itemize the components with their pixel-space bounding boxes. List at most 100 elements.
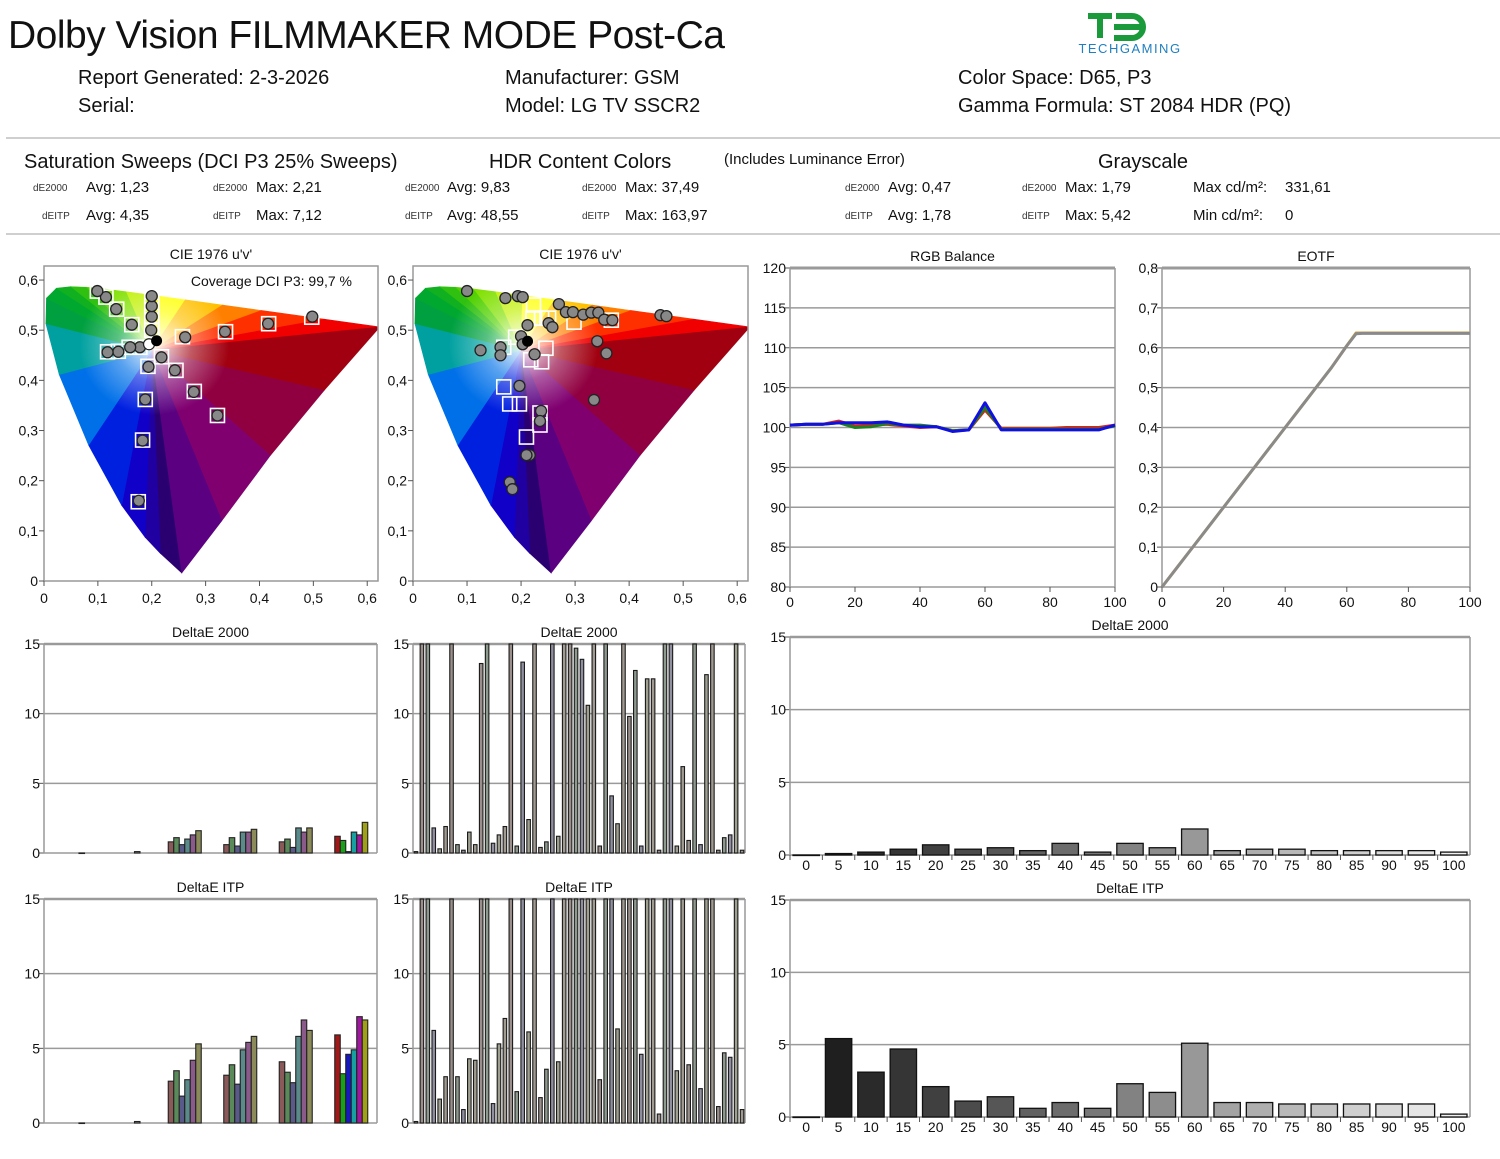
bar xyxy=(727,1056,733,1124)
bar xyxy=(245,831,252,854)
x-tick-label: 70 xyxy=(1252,1119,1268,1135)
measured-point xyxy=(168,364,182,377)
bar xyxy=(223,1074,230,1124)
bar xyxy=(461,849,466,854)
y-tick-label: 0,1 xyxy=(1139,539,1159,555)
measured-point xyxy=(499,291,512,305)
bar xyxy=(954,1100,982,1118)
bar xyxy=(1019,1107,1047,1118)
bar xyxy=(167,1080,175,1124)
chart-4-bar: DeltaE 2000 0 5 10 15 xyxy=(24,624,378,861)
hdr-ditp-max: Max: 163,97 xyxy=(625,207,708,224)
x-tick-label: 10 xyxy=(863,1119,879,1135)
bar xyxy=(178,1095,186,1124)
bar xyxy=(627,898,632,1124)
bar xyxy=(656,849,662,854)
y-tick-label: 0,2 xyxy=(1139,499,1159,515)
x-tick-label: 50 xyxy=(1122,857,1138,873)
y-tick-label: 0,3 xyxy=(1139,459,1159,475)
measured-point xyxy=(99,290,113,304)
bar xyxy=(419,643,425,854)
bar xyxy=(239,831,247,854)
x-tick-label: 0 xyxy=(802,1119,810,1135)
measured-point xyxy=(591,335,604,348)
bar xyxy=(704,674,709,854)
x-tick-label: 0 xyxy=(786,594,794,610)
bar xyxy=(609,795,614,854)
bar xyxy=(1148,1091,1177,1118)
bar xyxy=(986,847,1015,856)
bar xyxy=(449,643,454,854)
bar xyxy=(478,898,484,1124)
x-tick-label: 90 xyxy=(1381,1119,1397,1135)
bar xyxy=(739,849,745,854)
max-luminance-value: 331,61 xyxy=(1285,179,1331,196)
bar xyxy=(1407,849,1436,856)
plot-border xyxy=(412,265,749,582)
target-square xyxy=(186,383,203,400)
x-tick-label: 0 xyxy=(409,590,417,606)
chart-title: DeltaE ITP xyxy=(177,879,245,895)
bar xyxy=(650,898,656,1124)
manufacturer: Manufacturer: GSM xyxy=(505,67,680,89)
bar xyxy=(573,898,579,1124)
bar xyxy=(857,1071,885,1118)
bar xyxy=(710,643,715,854)
y-tick-label: 0,4 xyxy=(1139,420,1159,436)
x-tick-label: 0 xyxy=(40,590,48,606)
x-tick-label: 0,3 xyxy=(196,590,216,606)
y-tick-label: 0,6 xyxy=(1139,340,1159,356)
y-tick-label: 0,5 xyxy=(19,322,39,338)
x-tick-label: 80 xyxy=(1401,594,1417,610)
bar xyxy=(733,643,739,854)
x-tick-label: 0,2 xyxy=(142,590,162,606)
y-tick-label: 80 xyxy=(770,579,786,595)
y-tick-label: 0 xyxy=(32,845,40,861)
x-tick-label: 0 xyxy=(1158,594,1166,610)
bar xyxy=(692,643,697,854)
y-tick-label: 0 xyxy=(1150,579,1158,595)
bar xyxy=(472,844,478,854)
bar xyxy=(597,1079,603,1124)
measured-point xyxy=(145,310,158,323)
measured-point xyxy=(534,404,548,418)
metric-label: dEITP xyxy=(1022,211,1050,222)
bar xyxy=(449,898,454,1124)
bar xyxy=(591,643,597,854)
target-square xyxy=(209,407,226,424)
bar xyxy=(472,1059,478,1124)
chart-title: DeltaE ITP xyxy=(1096,880,1164,896)
x-tick-label: 25 xyxy=(960,857,976,873)
bar xyxy=(78,1122,86,1125)
bar xyxy=(889,1048,918,1118)
bar xyxy=(496,1043,502,1124)
target-square xyxy=(495,379,512,395)
y-tick-label: 0 xyxy=(401,1115,409,1131)
target-square xyxy=(140,358,156,375)
bar xyxy=(1051,1101,1080,1118)
x-tick-label: 45 xyxy=(1090,857,1106,873)
grayscale-ditp-max: Max: 5,42 xyxy=(1065,207,1131,224)
divider xyxy=(6,233,1500,235)
x-tick-label: 0 xyxy=(802,857,810,873)
report-generated: Report Generated: 2-3-2026 xyxy=(78,67,330,89)
x-tick-label: 100 xyxy=(1442,857,1466,873)
x-tick-label: 100 xyxy=(1458,594,1482,610)
bar xyxy=(627,715,632,854)
bar xyxy=(857,851,885,856)
min-luminance-label: Min cd/m²: xyxy=(1193,207,1264,224)
bar xyxy=(1375,1103,1403,1118)
bar xyxy=(239,1049,247,1124)
bar xyxy=(189,834,197,854)
measured-point xyxy=(261,317,275,330)
plot-border xyxy=(43,265,379,582)
bar xyxy=(544,841,549,854)
max-luminance-label: Max cd/m²: xyxy=(1193,179,1268,196)
bar xyxy=(437,1098,442,1124)
model: Model: LG TV SSCR2 xyxy=(505,95,701,117)
bar xyxy=(680,766,686,854)
bar xyxy=(550,643,555,854)
bar xyxy=(638,845,644,854)
measured-point xyxy=(660,310,673,323)
y-tick-label: 10 xyxy=(393,706,409,722)
